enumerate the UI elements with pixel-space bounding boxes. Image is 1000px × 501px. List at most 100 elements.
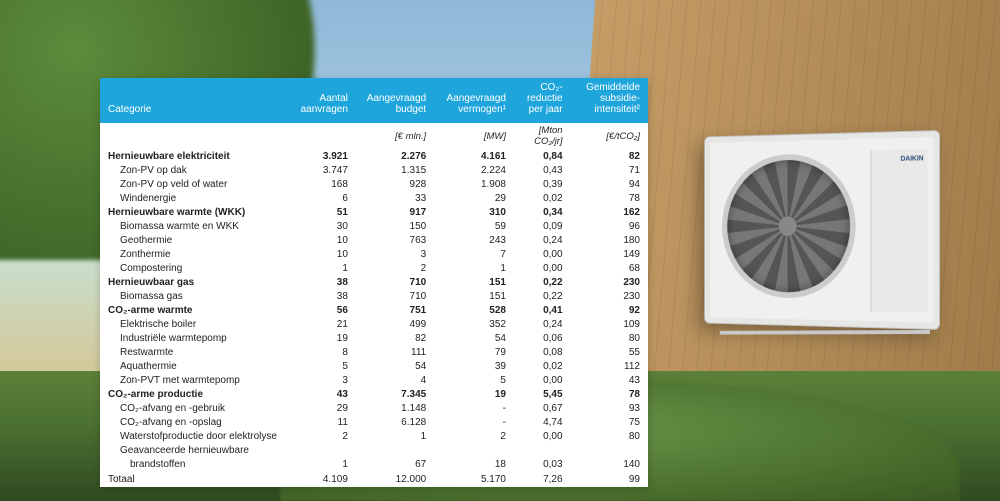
table-cell: 92 bbox=[571, 303, 648, 317]
table-cell: - bbox=[434, 401, 514, 415]
table-cell: Elektrische boiler bbox=[100, 317, 290, 331]
unit-cell bbox=[100, 123, 290, 149]
unit-cell: [€/tCO₂] bbox=[571, 123, 648, 149]
table-cell: Waterstofproductie door elektrolyse bbox=[100, 429, 290, 443]
table-cell: Biomassa warmte en WKK bbox=[100, 219, 290, 233]
table-cell: 21 bbox=[290, 317, 356, 331]
table-cell: 54 bbox=[434, 331, 514, 345]
table-cell: 4.109 bbox=[290, 471, 356, 487]
unit-cell: [€ mln.] bbox=[356, 123, 434, 149]
table-row: Geavanceerde hernieuwbare bbox=[100, 443, 648, 457]
table-cell: 4,74 bbox=[514, 415, 571, 429]
table-cell: 33 bbox=[356, 191, 434, 205]
table-cell: 3 bbox=[356, 247, 434, 261]
unit-cell: [Mton CO₂/jr] bbox=[514, 123, 571, 149]
table-cell: 528 bbox=[434, 303, 514, 317]
table-row: Zon-PVT met warmtepomp3450,0043 bbox=[100, 373, 648, 387]
table-cell bbox=[514, 443, 571, 457]
table-cell: 56 bbox=[290, 303, 356, 317]
table-cell: 0,22 bbox=[514, 289, 571, 303]
table-cell: 140 bbox=[571, 457, 648, 471]
table-cell: 38 bbox=[290, 289, 356, 303]
table-cell: 0,34 bbox=[514, 205, 571, 219]
table-cell: 0,39 bbox=[514, 177, 571, 191]
table-cell: Industriële warmtepomp bbox=[100, 331, 290, 345]
table-cell: 111 bbox=[356, 345, 434, 359]
table-cell: 5 bbox=[434, 373, 514, 387]
table-row: Biomassa warmte en WKK30150590,0996 bbox=[100, 219, 648, 233]
brand-label: DAIKIN bbox=[901, 155, 924, 162]
col-budget: Aangevraagd budget bbox=[356, 78, 434, 123]
table-cell: Aquathermie bbox=[100, 359, 290, 373]
table-cell: 6 bbox=[290, 191, 356, 205]
table-cell: Hernieuwbare warmte (WKK) bbox=[100, 205, 290, 219]
table-cell: Biomassa gas bbox=[100, 289, 290, 303]
table-row: CO₂-afvang en -opslag116.128-4,7475 bbox=[100, 415, 648, 429]
table-cell: CO₂-arme warmte bbox=[100, 303, 290, 317]
table-cell: 79 bbox=[434, 345, 514, 359]
table-cell: Zon-PV op dak bbox=[100, 163, 290, 177]
table-cell: 8 bbox=[290, 345, 356, 359]
table-row: Zon-PV op dak3.7471.3152.2240,4371 bbox=[100, 163, 648, 177]
table-cell: 3 bbox=[290, 373, 356, 387]
table-row: Totaal4.10912.0005.1707,2699 bbox=[100, 471, 648, 487]
table-row: CO₂-arme warmte567515280,4192 bbox=[100, 303, 648, 317]
table-cell: CO₂-afvang en -opslag bbox=[100, 415, 290, 429]
table-row: Geothermie107632430,24180 bbox=[100, 233, 648, 247]
table-cell: 4 bbox=[356, 373, 434, 387]
col-vermogen: Aangevraagd vermogen¹ bbox=[434, 78, 514, 123]
table-cell: - bbox=[434, 415, 514, 429]
table-row: CO₂-arme productie437.345195,4578 bbox=[100, 387, 648, 401]
table-row: Compostering1210,0068 bbox=[100, 261, 648, 275]
table-cell: 67 bbox=[356, 457, 434, 471]
table-cell: 99 bbox=[571, 471, 648, 487]
table-cell: 39 bbox=[434, 359, 514, 373]
table-cell: 18 bbox=[434, 457, 514, 471]
table-cell: 5.170 bbox=[434, 471, 514, 487]
table-row: Waterstofproductie door elektrolyse2120,… bbox=[100, 429, 648, 443]
table-cell: 5,45 bbox=[514, 387, 571, 401]
table-cell: 352 bbox=[434, 317, 514, 331]
table-row: Biomassa gas387101510,22230 bbox=[100, 289, 648, 303]
table-cell: 499 bbox=[356, 317, 434, 331]
table-cell: 78 bbox=[571, 191, 648, 205]
table-cell: 68 bbox=[571, 261, 648, 275]
table-cell: 6.128 bbox=[356, 415, 434, 429]
table-cell: 0,06 bbox=[514, 331, 571, 345]
table-cell: 12.000 bbox=[356, 471, 434, 487]
table-cell: 51 bbox=[290, 205, 356, 219]
table-cell: 94 bbox=[571, 177, 648, 191]
col-aanvragen: Aantal aanvragen bbox=[290, 78, 356, 123]
table-cell: 149 bbox=[571, 247, 648, 261]
table-cell: 59 bbox=[434, 219, 514, 233]
table-cell: 151 bbox=[434, 275, 514, 289]
table-row: Zon-PV op veld of water1689281.9080,3994 bbox=[100, 177, 648, 191]
table-cell: 10 bbox=[290, 233, 356, 247]
table-cell: 43 bbox=[571, 373, 648, 387]
table-cell: 2.276 bbox=[356, 149, 434, 163]
table-row: CO₂-afvang en -gebruik291.148-0,6793 bbox=[100, 401, 648, 415]
table-cell: 29 bbox=[434, 191, 514, 205]
table-cell: 80 bbox=[571, 429, 648, 443]
table-cell: 710 bbox=[356, 275, 434, 289]
unit-side-panel: DAIKIN bbox=[871, 149, 928, 312]
table-cell: 30 bbox=[290, 219, 356, 233]
table-cell: 0,41 bbox=[514, 303, 571, 317]
table-cell: CO₂-afvang en -gebruik bbox=[100, 401, 290, 415]
table-row: Windenergie633290,0278 bbox=[100, 191, 648, 205]
table-cell: 0,22 bbox=[514, 275, 571, 289]
table-cell: Hernieuwbare elektriciteit bbox=[100, 149, 290, 163]
table-cell: 7,26 bbox=[514, 471, 571, 487]
table-cell: 19 bbox=[290, 331, 356, 345]
table-cell: 2 bbox=[434, 429, 514, 443]
unit-cell bbox=[290, 123, 356, 149]
table-cell: 71 bbox=[571, 163, 648, 177]
table-cell: 78 bbox=[571, 387, 648, 401]
table-cell: 1.908 bbox=[434, 177, 514, 191]
table-cell: 0,24 bbox=[514, 233, 571, 247]
table-cell: 0,02 bbox=[514, 359, 571, 373]
table-cell: 1 bbox=[290, 261, 356, 275]
table-cell: 0,84 bbox=[514, 149, 571, 163]
table-cell: 80 bbox=[571, 331, 648, 345]
table-cell: 10 bbox=[290, 247, 356, 261]
